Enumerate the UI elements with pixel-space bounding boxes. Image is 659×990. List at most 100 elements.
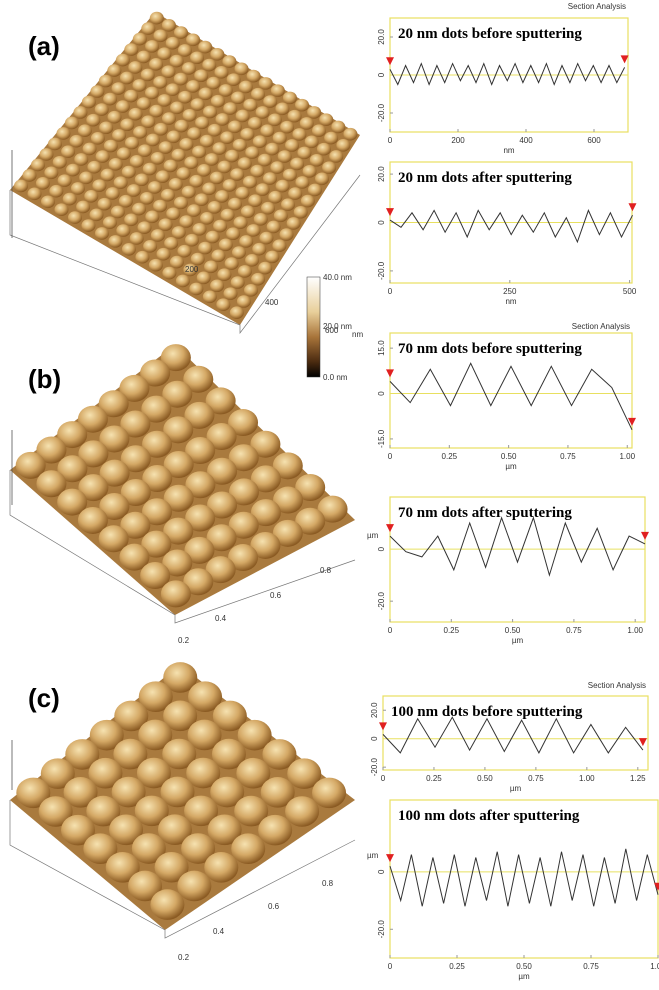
surface-bump — [127, 184, 141, 197]
surface-bump — [99, 75, 113, 88]
surface-bump — [280, 121, 294, 134]
x-axis-label: µm — [510, 784, 522, 793]
surface-tick-label: 600 — [325, 326, 339, 335]
surface-bump — [233, 216, 247, 229]
x-tick-label: 0 — [381, 774, 386, 783]
surface-bump — [276, 180, 290, 193]
surface-bump — [217, 161, 231, 174]
surface-bump — [154, 123, 168, 136]
surface-bump — [259, 77, 273, 90]
panel-label: (c) — [28, 683, 60, 713]
surface-bump — [95, 227, 109, 240]
surface-bump — [104, 140, 118, 153]
surface-bump — [198, 41, 212, 54]
surface-bump — [66, 164, 80, 177]
surface-bump — [329, 150, 343, 163]
surface-bump — [135, 251, 149, 264]
section-header: Section Analysis — [588, 681, 646, 690]
surface-tick-label: 0.4 — [213, 927, 225, 936]
surface-bump — [106, 187, 120, 200]
y-tick-label: -20.0 — [370, 757, 379, 776]
surface-bump — [259, 232, 273, 245]
surface-bump — [89, 209, 103, 222]
surface-bump — [14, 180, 28, 193]
colorbar-label: 0.0 nm — [323, 373, 348, 382]
surface-bump — [161, 65, 175, 78]
surface-bump — [241, 205, 255, 218]
surface-bump — [250, 165, 264, 178]
surface-bump — [200, 212, 214, 225]
surface-bump — [197, 272, 211, 285]
surface-bump — [141, 115, 155, 128]
surface-bump — [141, 69, 155, 82]
surface-bump — [273, 132, 287, 145]
surface-bump — [76, 201, 90, 214]
surface-bump — [206, 77, 220, 90]
surface-bump — [68, 211, 82, 224]
x-tick-label: 0 — [388, 626, 393, 635]
surface-bump — [274, 210, 288, 223]
surface-bump — [78, 124, 92, 137]
surface-bump — [204, 852, 238, 883]
x-axis-label: nm — [505, 297, 516, 306]
surface-bump — [61, 145, 75, 158]
surface-bump — [58, 174, 72, 187]
surface-bump — [176, 275, 190, 288]
surface-bump — [195, 116, 209, 129]
surface-bump — [124, 90, 138, 103]
surface-bump — [117, 147, 131, 160]
surface-bump — [285, 139, 299, 152]
surface-bump — [107, 64, 121, 77]
surface-bump — [31, 159, 45, 172]
surface-bump — [221, 209, 235, 222]
surface-bump — [130, 155, 144, 168]
surface-bump — [128, 61, 142, 74]
surface-bump — [263, 95, 277, 108]
surface-bump — [153, 200, 167, 213]
profile-title: 70 nm dots before sputtering — [398, 341, 582, 357]
surface-bump — [174, 26, 188, 39]
surface-bump — [237, 295, 251, 308]
surface-unit: µm — [367, 531, 379, 540]
surface-bump — [120, 118, 134, 131]
surface-bump — [116, 100, 130, 113]
surface-bump — [161, 580, 191, 607]
surface-bump — [198, 242, 212, 255]
surface-bump — [322, 161, 336, 174]
surface-bump — [288, 187, 302, 200]
surface-bump — [71, 182, 85, 195]
surface-bump — [336, 139, 350, 152]
profile-title: 100 nm dots after sputtering — [398, 808, 580, 824]
surface-bump — [236, 110, 250, 123]
profile-line — [390, 518, 645, 575]
surface-bump — [258, 815, 292, 846]
surface-bump — [133, 126, 147, 139]
surface-bump — [261, 202, 275, 215]
surface-bump — [54, 203, 68, 216]
surface-bump — [143, 163, 157, 176]
surface-bump — [205, 153, 219, 166]
x-tick-label: 0.25 — [444, 626, 460, 635]
surface-bump — [288, 110, 302, 123]
surface-bump — [312, 778, 346, 809]
x-tick-label: 0.25 — [442, 452, 458, 461]
surface-bump — [258, 154, 272, 167]
x-tick-label: 0.75 — [560, 452, 576, 461]
x-tick-label: 0.50 — [505, 626, 521, 635]
y-tick-label: 0 — [370, 736, 379, 741]
surface-bump — [244, 284, 258, 297]
x-tick-label: 0 — [388, 452, 393, 461]
surface-bump — [184, 156, 198, 169]
surface-bump — [162, 112, 176, 125]
surface-bump — [41, 195, 55, 208]
y-tick-label: -15.0 — [377, 429, 386, 448]
surface-bump — [177, 245, 191, 258]
x-tick-label: 400 — [519, 136, 533, 145]
surface-bump — [175, 120, 189, 133]
surface-bump — [230, 306, 244, 319]
surface-bump — [275, 103, 289, 116]
surface-bump — [150, 889, 184, 920]
surface-bump — [216, 298, 230, 311]
x-tick-label: 0 — [388, 287, 393, 296]
surface-bump — [272, 239, 286, 252]
